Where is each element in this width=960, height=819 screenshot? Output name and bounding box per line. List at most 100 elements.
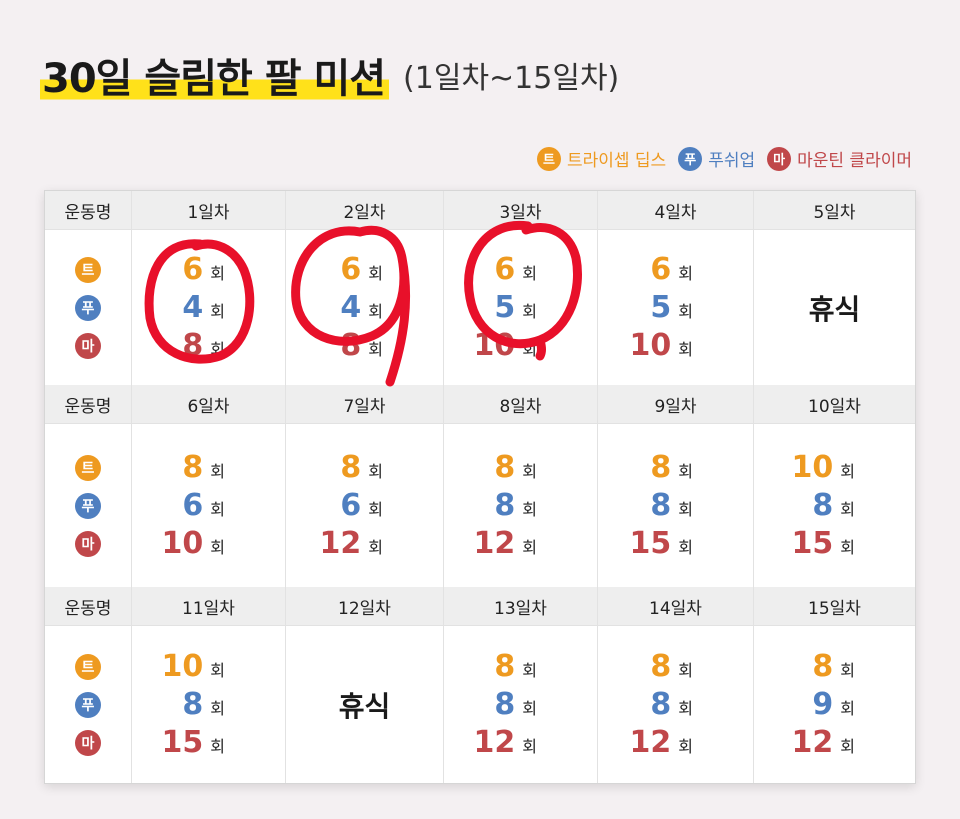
day-cell: 8 회 8 회 12 회	[597, 625, 753, 783]
mountain-badge-icon: 마	[75, 729, 101, 756]
legend-label: 트라이셉 딥스	[566, 151, 667, 171]
mountain-count-row: 12 회	[286, 526, 443, 561]
pushup-badge-icon: 푸	[678, 146, 703, 171]
pushup-count: 8	[494, 487, 516, 523]
day-header: 9일차	[597, 385, 753, 423]
day-header: 14일차	[597, 587, 753, 625]
day-cell: 8 회 9 회 12 회	[753, 625, 915, 783]
tricep-count: 8	[812, 648, 834, 684]
mountain-count: 10	[473, 327, 516, 363]
pushup-count: 8	[650, 487, 672, 523]
unit-label: 회	[368, 461, 383, 481]
tricep-count: 8	[340, 449, 362, 485]
tricep-count: 6	[494, 251, 516, 287]
pushup-badge-icon: 푸	[75, 691, 101, 718]
unit-label: 회	[678, 461, 693, 481]
page-title: 30일 슬림한 팔 미션 (1일차~15일차)	[40, 40, 619, 110]
pushup-count: 9	[812, 686, 834, 722]
tricep-count: 8	[650, 449, 672, 485]
mountain-count: 8	[340, 327, 362, 363]
tricep-count: 10	[791, 449, 834, 485]
unit-label: 회	[840, 660, 855, 680]
unit-label: 회	[368, 499, 383, 519]
mountain-count-row: 12 회	[754, 724, 915, 760]
mountain-count-row: 12 회	[444, 525, 597, 561]
unit-label: 회	[210, 263, 225, 283]
mountain-count: 15	[791, 525, 834, 561]
unit-label: 회	[522, 461, 537, 481]
unit-label: 회	[368, 301, 383, 321]
unit-label: 회	[678, 736, 693, 756]
unit-label: 회	[840, 499, 855, 519]
mountain-badge-icon: 마	[75, 332, 101, 359]
day-cell: 6 회 5 회 10 회	[443, 229, 597, 385]
tricep-count-row: 10 회	[754, 449, 915, 485]
unit-label: 회	[522, 698, 537, 718]
unit-label: 회	[840, 698, 855, 718]
unit-label: 회	[840, 537, 855, 557]
unit-label: 회	[210, 698, 225, 718]
day-header: 2일차	[285, 191, 443, 229]
mountain-count: 8	[182, 327, 204, 363]
day-header: 10일차	[753, 385, 915, 423]
day-cell: 8 회 6 회 12 회	[285, 423, 443, 587]
header-exercise-label: 운동명	[45, 587, 131, 625]
pushup-count: 8	[494, 686, 516, 722]
pushup-count: 4	[340, 289, 362, 325]
pushup-count: 8	[182, 686, 204, 722]
legend-item-mountain: 마 마운틴 클라이머	[767, 146, 912, 171]
unit-label: 회	[840, 736, 855, 756]
unit-label: 회	[368, 339, 383, 359]
day-header: 5일차	[753, 191, 915, 229]
mountain-count: 10	[629, 327, 672, 363]
tricep-badge-icon: 트	[75, 653, 101, 680]
pushup-count: 4	[182, 289, 204, 325]
pushup-badge-icon: 푸	[75, 294, 101, 321]
day-header: 3일차	[443, 191, 597, 229]
day-cell: 10 회 8 회 15 회	[753, 423, 915, 587]
mountain-count-row: 15 회	[754, 525, 915, 561]
header-exercise-label: 운동명	[45, 385, 131, 423]
title-sub: (1일차~15일차)	[403, 61, 620, 96]
day-cell: 8 회 8 회 12 회	[443, 625, 597, 783]
tricep-count: 6	[650, 251, 672, 287]
pushup-count: 5	[494, 289, 516, 325]
pushup-count: 8	[812, 487, 834, 523]
mountain-count: 10	[161, 525, 204, 561]
mountain-count-row: 12 회	[598, 724, 753, 760]
pushup-badge-icon: 푸	[75, 492, 101, 519]
mountain-count: 12	[629, 724, 672, 760]
mountain-count: 12	[473, 525, 516, 561]
unit-label: 회	[840, 461, 855, 481]
mountain-count-row: 12 회	[444, 725, 597, 760]
mountain-count: 12	[791, 724, 834, 760]
unit-label: 회	[368, 263, 383, 283]
tricep-count: 8	[182, 449, 204, 485]
mountain-badge-icon: 마	[75, 530, 101, 557]
day-cell: 8 회 6 회 10 회	[131, 423, 285, 587]
tricep-count: 10	[161, 648, 204, 684]
mountain-count-row: 10 회	[598, 327, 753, 363]
mountain-count-row: 15 회	[132, 725, 285, 760]
unit-label: 회	[522, 263, 537, 283]
unit-label: 회	[210, 499, 225, 519]
tricep-count: 6	[340, 251, 362, 287]
